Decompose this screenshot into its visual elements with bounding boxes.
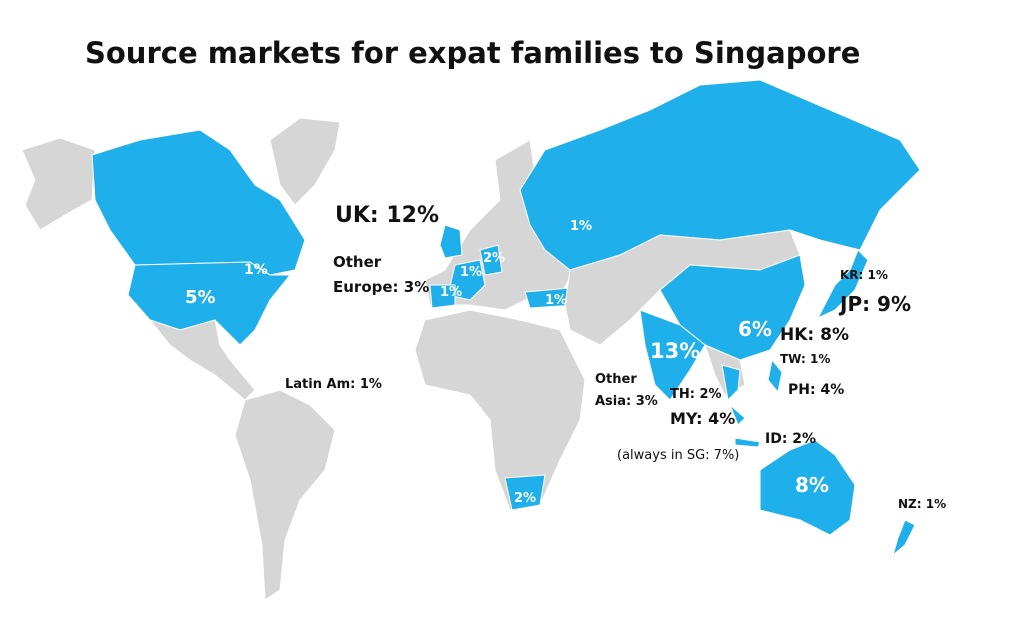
indonesia	[734, 437, 761, 448]
india	[639, 309, 706, 401]
philippines	[767, 358, 783, 394]
thailand	[721, 364, 741, 402]
canada	[91, 129, 306, 276]
labels: UK: 12% Other Europe: 3% Latin Am: 1% 1% …	[185, 203, 946, 511]
label-canada: 1%	[244, 262, 268, 278]
label-hk: HK: 8%	[780, 325, 849, 345]
label-turkey: 1%	[545, 293, 567, 308]
label-china: 6%	[738, 317, 772, 341]
label-russia: 1%	[570, 219, 592, 234]
new-zealand	[892, 519, 916, 557]
label-line: Europe: 3%	[333, 278, 429, 296]
label-ph: PH: 4%	[788, 382, 844, 398]
label-line: Asia: 3%	[595, 394, 658, 409]
germany	[479, 244, 503, 276]
label-id: ID: 2%	[765, 431, 816, 447]
label-kr: KR: 1%	[840, 268, 888, 282]
label-my: MY: 4%	[670, 409, 735, 428]
label-netherlands: 2%	[483, 251, 505, 266]
japan	[816, 249, 869, 320]
label-germany: 1%	[460, 265, 482, 280]
label-jp: JP: 9%	[838, 292, 911, 316]
south-america	[234, 389, 336, 601]
label-usa: 5%	[185, 287, 216, 308]
title: Source markets for expat families to Sin…	[85, 36, 860, 70]
label-uk: UK: 12%	[335, 203, 439, 228]
label-south-africa: 2%	[514, 491, 536, 506]
australia	[759, 439, 856, 536]
label-latin-am: Latin Am: 1%	[285, 377, 382, 392]
label-nz: NZ: 1%	[898, 497, 946, 511]
label-tw: TW: 1%	[780, 352, 830, 366]
central-america	[148, 318, 256, 401]
map	[21, 79, 921, 601]
label-india: 13%	[650, 339, 700, 363]
south-africa	[504, 474, 546, 511]
africa	[414, 309, 586, 511]
greenland	[269, 117, 341, 206]
label-other-asia: Other Asia: 3%	[595, 372, 658, 409]
usa	[127, 261, 292, 346]
iberia	[429, 284, 456, 309]
label-line: Other	[595, 372, 637, 387]
label-sg: (always in SG: 7%)	[617, 448, 739, 463]
label-th: TH: 2%	[670, 387, 722, 402]
label-line: Other	[333, 253, 382, 271]
uk	[439, 224, 463, 259]
alaska	[21, 137, 96, 231]
label-australia: 8%	[795, 473, 829, 497]
label-france: 1%	[440, 285, 462, 300]
label-other-europe: Other Europe: 3%	[333, 253, 429, 296]
malaysia	[729, 404, 746, 426]
